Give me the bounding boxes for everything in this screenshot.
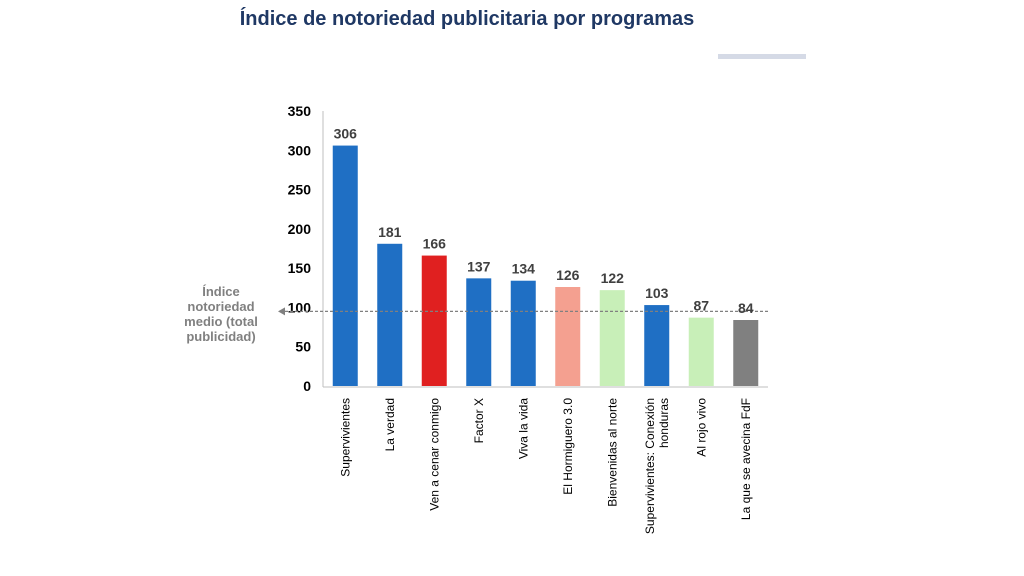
y-tick-label: 100 xyxy=(288,299,312,315)
y-tick-label: 350 xyxy=(288,103,312,119)
title-underline-decoration xyxy=(718,54,806,59)
data-label: 306 xyxy=(334,126,358,142)
data-label: 103 xyxy=(645,285,669,301)
y-tick-label: 150 xyxy=(288,260,312,276)
bar xyxy=(733,320,759,386)
category-label-line: Viva la vida xyxy=(516,398,530,459)
reference-label-line-3: medio (total xyxy=(184,314,258,329)
y-tick-label: 50 xyxy=(295,339,311,355)
category-label-line: Al rojo vivo xyxy=(694,398,708,457)
data-label: 126 xyxy=(556,267,580,283)
data-label: 84 xyxy=(738,300,754,316)
y-tick-label: 0 xyxy=(303,378,311,394)
category-label-line: Ven a cenar conmigo xyxy=(427,398,441,511)
reference-label-line-2: notoriedad xyxy=(187,299,255,314)
category-label-line: Bienvenidas al norte xyxy=(605,398,619,507)
data-label: 166 xyxy=(423,236,447,252)
category-label: Supervivientes: Conexiónhonduras xyxy=(643,398,671,534)
category-label: Viva la vida xyxy=(516,398,530,459)
category-label: La que se avecina FdF xyxy=(739,398,753,520)
bar xyxy=(555,287,581,386)
data-label: 181 xyxy=(378,224,402,240)
reference-label-line-1: Índice xyxy=(202,284,240,299)
y-tick-label: 250 xyxy=(288,182,312,198)
category-label-line: La que se avecina FdF xyxy=(739,398,753,520)
bar xyxy=(688,317,714,386)
category-label: Al rojo vivo xyxy=(694,398,708,457)
reference-line-group xyxy=(278,307,768,316)
category-label-line: El Hormiguero 3.0 xyxy=(561,398,575,495)
data-label: 87 xyxy=(693,298,709,314)
bar xyxy=(421,255,447,386)
category-label: Factor X xyxy=(472,398,486,443)
data-label: 122 xyxy=(601,270,625,286)
category-label-line: Supervivientes xyxy=(338,398,352,477)
category-label: Bienvenidas al norte xyxy=(605,398,619,507)
category-label-line: honduras xyxy=(657,398,671,448)
category-label: El Hormiguero 3.0 xyxy=(561,398,575,495)
y-tick-label: 300 xyxy=(288,142,312,158)
y-axis: 0 50 100 150 200 250 300 350 xyxy=(288,103,768,394)
bar xyxy=(377,243,403,386)
data-labels: 306 181 166 137 134 126 122 103 87 84 xyxy=(334,126,754,316)
bars xyxy=(332,145,759,386)
bar xyxy=(510,280,536,386)
data-label: 137 xyxy=(467,258,491,274)
bar xyxy=(332,145,358,386)
bar xyxy=(599,290,625,386)
category-label-line: Factor X xyxy=(472,398,486,443)
category-label-line: La verdad xyxy=(383,398,397,451)
reference-line-label: Índice notoriedad medio (total publicida… xyxy=(166,284,276,344)
category-label-line: Supervivientes: Conexión xyxy=(643,398,657,534)
chart-title: Índice de notoriedad publicitaria por pr… xyxy=(239,8,695,30)
bar xyxy=(644,305,670,386)
category-label: Supervivientes xyxy=(338,398,352,477)
y-tick-label: 200 xyxy=(288,221,312,237)
category-label: La verdad xyxy=(383,398,397,451)
bar xyxy=(466,278,492,386)
category-label: Ven a cenar conmigo xyxy=(427,398,441,511)
reference-label-line-4: publicidad) xyxy=(186,329,256,344)
data-label: 134 xyxy=(512,261,536,277)
category-labels: Supervivientes La verdad Ven a cenar conmi… xyxy=(338,398,753,534)
reference-arrow-icon xyxy=(278,307,285,316)
